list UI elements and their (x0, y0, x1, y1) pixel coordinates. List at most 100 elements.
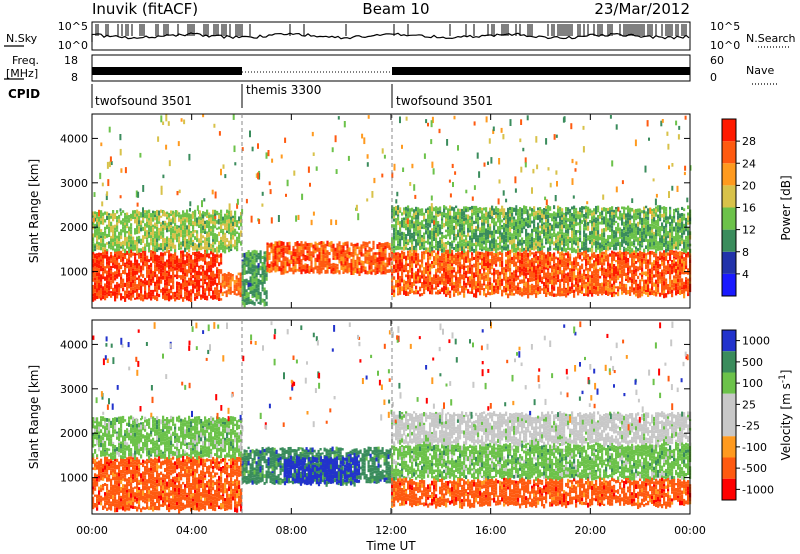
echo-cell (118, 248, 121, 252)
echo-cell (184, 227, 187, 230)
echo-cell (643, 284, 646, 289)
echo-cell (413, 272, 416, 277)
echo-cell (423, 215, 426, 220)
echo-cell (425, 240, 428, 244)
echo-cell (259, 299, 262, 305)
echo-cell (92, 259, 95, 264)
echo-cell (126, 219, 129, 223)
echo-cell (178, 285, 181, 289)
echo-cell (463, 254, 466, 258)
echo-cell (132, 270, 135, 274)
echo-cell (489, 223, 492, 227)
echo-cell (593, 289, 596, 294)
echo-cell (559, 225, 562, 229)
echo-cell (386, 262, 389, 268)
echo-cell (581, 247, 584, 250)
echo-cell (511, 274, 514, 280)
echo-cell (487, 268, 490, 273)
echo-cell (292, 256, 295, 259)
echo-cell (563, 269, 566, 273)
echo-cell (421, 282, 424, 285)
echo-cell (403, 279, 406, 284)
echo-cell (328, 252, 331, 256)
echo-cell (368, 254, 371, 257)
echo-cell (617, 264, 620, 269)
echo-cell (270, 246, 273, 250)
echo-cell (605, 278, 608, 282)
echo-cell (166, 295, 169, 301)
echo-cell (455, 247, 458, 250)
echo-cell (579, 270, 582, 275)
echo-cell (409, 239, 412, 243)
echo-cell (230, 239, 233, 245)
echo-cell (96, 259, 99, 264)
echo-cell (547, 274, 550, 279)
echo-cell (130, 267, 133, 272)
echo-cell (196, 250, 199, 254)
echo-cell (158, 243, 161, 248)
echo-cell (563, 246, 566, 252)
echo-cell (459, 273, 462, 277)
echo-cell (106, 284, 109, 289)
echo-cell (231, 274, 234, 277)
echo-cell (397, 269, 400, 273)
echo-cell (136, 249, 139, 254)
echo-cell (593, 276, 596, 280)
echo-cell (166, 244, 169, 247)
echo-cell (591, 238, 594, 242)
echo-cell (314, 266, 317, 270)
echo-cell (168, 249, 171, 255)
echo-cell (489, 240, 492, 244)
echo-cell (657, 278, 660, 282)
echo-cell (463, 265, 466, 271)
echo-cell (399, 207, 402, 211)
echo-cell (218, 214, 221, 219)
echo-cell (685, 265, 688, 270)
echo-cell (221, 273, 224, 276)
echo-cell (132, 248, 135, 252)
echo-cell (429, 253, 432, 257)
echo-cell (166, 236, 169, 242)
echo-cell (517, 229, 520, 234)
echo-cell (186, 212, 189, 218)
echo-cell (483, 283, 486, 286)
echo-cell (413, 234, 416, 237)
echo-cell (541, 261, 544, 266)
echo-cell (455, 205, 458, 209)
echo-cell (487, 219, 490, 224)
echo-cell (507, 210, 510, 215)
echo-cell (445, 293, 448, 297)
echo-cell (471, 246, 474, 252)
echo-cell (487, 223, 490, 228)
echo-cell (627, 279, 630, 283)
echo-cell (243, 282, 246, 288)
echo-cell (519, 220, 522, 225)
echo-cell (501, 245, 504, 249)
echo-cell (579, 209, 582, 213)
echo-cell (543, 269, 546, 273)
echo-cell (393, 216, 396, 219)
echo-cell (453, 216, 456, 220)
echo-cell (415, 227, 418, 232)
echo-cell (397, 279, 400, 283)
echo-cell (435, 229, 438, 233)
echo-cell (437, 241, 440, 246)
echo-cell (603, 262, 606, 266)
echo-cell (531, 258, 534, 263)
echo-cell (535, 253, 538, 257)
echo-cell (671, 287, 674, 290)
echo-cell (100, 281, 103, 285)
echo-cell (601, 282, 604, 287)
echo-cell (419, 236, 422, 240)
echo-cell (188, 237, 191, 241)
echo-cell (144, 294, 147, 300)
echo-cell (399, 227, 402, 233)
echo-cell (609, 281, 612, 285)
echo-cell (146, 230, 149, 235)
echo-cell (162, 256, 165, 261)
echo-cell (545, 219, 548, 223)
echo-cell (245, 289, 248, 293)
echo-cell (194, 262, 197, 266)
echo-cell (649, 254, 652, 258)
echo-cell (499, 212, 502, 217)
